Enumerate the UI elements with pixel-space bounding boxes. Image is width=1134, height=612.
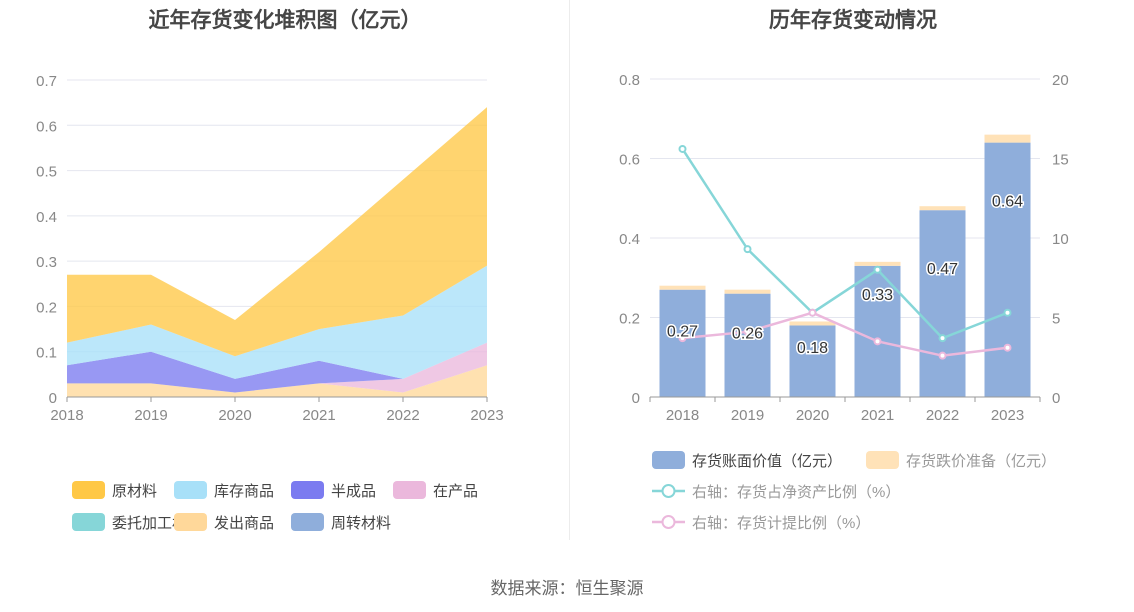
x-tick-label: 2018 <box>666 407 699 424</box>
area-series-stock_goods <box>67 265 487 379</box>
legend-swatch-book-value <box>652 451 685 469</box>
y2-tick-label: 0 <box>1052 390 1060 407</box>
bar-impairment <box>659 285 706 290</box>
bar-book-value <box>919 210 966 397</box>
bar-book-value <box>659 289 706 397</box>
panel-divider <box>569 0 570 540</box>
y-tick-label: 0.2 <box>619 311 640 328</box>
legend-swatch-revolving <box>291 513 324 531</box>
legend-swatch-shipped <box>174 513 207 531</box>
bar-value-label: 0.47 <box>927 261 958 278</box>
x-tick-label: 2018 <box>50 407 83 424</box>
legend-swatch-impairment <box>866 451 899 469</box>
x-tick-label: 2019 <box>731 407 764 424</box>
y2-tick-label: 15 <box>1052 152 1069 169</box>
y-tick-label: 0.6 <box>36 118 57 135</box>
line-point-net_asset_ratio <box>1003 308 1012 317</box>
line-point-provision_ratio <box>743 327 752 336</box>
area-series-shipped <box>67 365 487 397</box>
y-tick-label: 0.7 <box>36 73 57 90</box>
legend-label: 库存商品 <box>214 483 274 500</box>
y2-tick-label: 20 <box>1052 72 1069 89</box>
line-point-net_asset_ratio <box>743 245 752 254</box>
legend-label: 原材料 <box>112 483 157 500</box>
x-tick-label: 2022 <box>926 407 959 424</box>
bar-value-label: 0.33 <box>862 287 893 304</box>
line-point-net_asset_ratio <box>678 144 687 153</box>
bar-book-value <box>984 142 1031 397</box>
legend-label: 在产品 <box>433 483 478 500</box>
line-series-net_asset_ratio <box>681 148 1008 340</box>
area-series-raw_materials <box>67 107 487 357</box>
bar-value-label: 0.27 <box>667 324 698 341</box>
bar-value-label: 0.26 <box>732 325 763 342</box>
line-series-provision_ratio <box>682 311 1008 357</box>
line-point-provision_ratio <box>678 334 687 343</box>
x-tick-label: 2023 <box>991 407 1024 424</box>
x-tick-label: 2023 <box>470 407 503 424</box>
x-tick-label: 2021 <box>861 407 894 424</box>
legend-marker-net_asset_ratio <box>661 484 676 498</box>
line-point-provision_ratio <box>938 351 947 360</box>
x-tick-label: 2022 <box>386 407 419 424</box>
line-point-provision_ratio <box>808 308 817 317</box>
y-tick-label: 0.8 <box>619 72 640 89</box>
line-point-provision_ratio <box>1003 343 1012 352</box>
x-tick-label: 2020 <box>796 407 829 424</box>
bar-impairment <box>919 206 966 211</box>
legend-label: 右轴：存货计提比例（%） <box>692 515 870 532</box>
legend-label: 存货跌价准备（亿元） <box>906 453 1056 470</box>
x-tick-label: 2021 <box>302 407 335 424</box>
area-series-semi_finished <box>67 342 487 393</box>
x-tick-label: 2020 <box>218 407 251 424</box>
bar-impairment <box>724 289 771 294</box>
y-tick-label: 0.3 <box>36 254 57 271</box>
bar-impairment <box>854 261 901 266</box>
legend-label: 发出商品 <box>214 515 274 532</box>
legend-label: 右轴：存货占净资产比例（%） <box>692 484 900 501</box>
bar-book-value <box>724 293 771 397</box>
y-tick-label: 0.1 <box>36 345 57 362</box>
y-tick-label: 0.4 <box>619 231 640 248</box>
y2-tick-label: 10 <box>1052 231 1069 248</box>
y-tick-label: 0.5 <box>36 164 57 181</box>
left-stacked-area-chart: 0 0.1 0.2 0.3 0.4 0.5 0.6 0.7 2018 2019 2020 2021 20… <box>36 73 504 532</box>
legend-swatch-consigned <box>72 513 105 531</box>
y-tick-label: 0.6 <box>619 152 640 169</box>
legend-swatch-stock_goods <box>174 481 207 499</box>
legend-label: 周转材料 <box>331 515 391 532</box>
legend-swatch-wip <box>393 481 426 499</box>
legend-swatch-raw_materials <box>72 481 105 499</box>
y-tick-label: 0 <box>49 390 57 407</box>
bar-value-label: 0.18 <box>797 340 828 357</box>
line-point-provision_ratio <box>873 337 882 346</box>
line-point-net_asset_ratio <box>873 265 882 274</box>
legend-swatch-semi_finished <box>291 481 324 499</box>
legend-label: 半成品 <box>331 483 376 500</box>
data-source-note: 数据来源：恒生聚源 <box>490 579 644 598</box>
right-bar-line-chart: 0 0.2 0.4 0.6 0.8 0 5 10 15 20 2018 2019 2020 2021 202… <box>619 72 1069 532</box>
bar-book-value <box>789 325 836 397</box>
y-tick-label: 0.4 <box>36 209 57 226</box>
y-tick-label: 0.2 <box>36 299 57 316</box>
left-chart-title: 近年存货变化堆积图（亿元） <box>148 9 422 32</box>
y2-tick-label: 5 <box>1052 311 1060 328</box>
legend-marker-provision_ratio <box>661 515 676 529</box>
legend-label: 存货账面价值（亿元） <box>692 453 842 470</box>
line-point-net_asset_ratio <box>938 334 947 343</box>
bar-impairment <box>984 134 1031 143</box>
bar-impairment <box>789 321 836 326</box>
right-chart-title: 历年存货变动情况 <box>769 9 937 32</box>
bar-value-label: 0.64 <box>992 194 1023 211</box>
x-tick-label: 2019 <box>134 407 167 424</box>
y-tick-label: 0 <box>632 390 640 407</box>
